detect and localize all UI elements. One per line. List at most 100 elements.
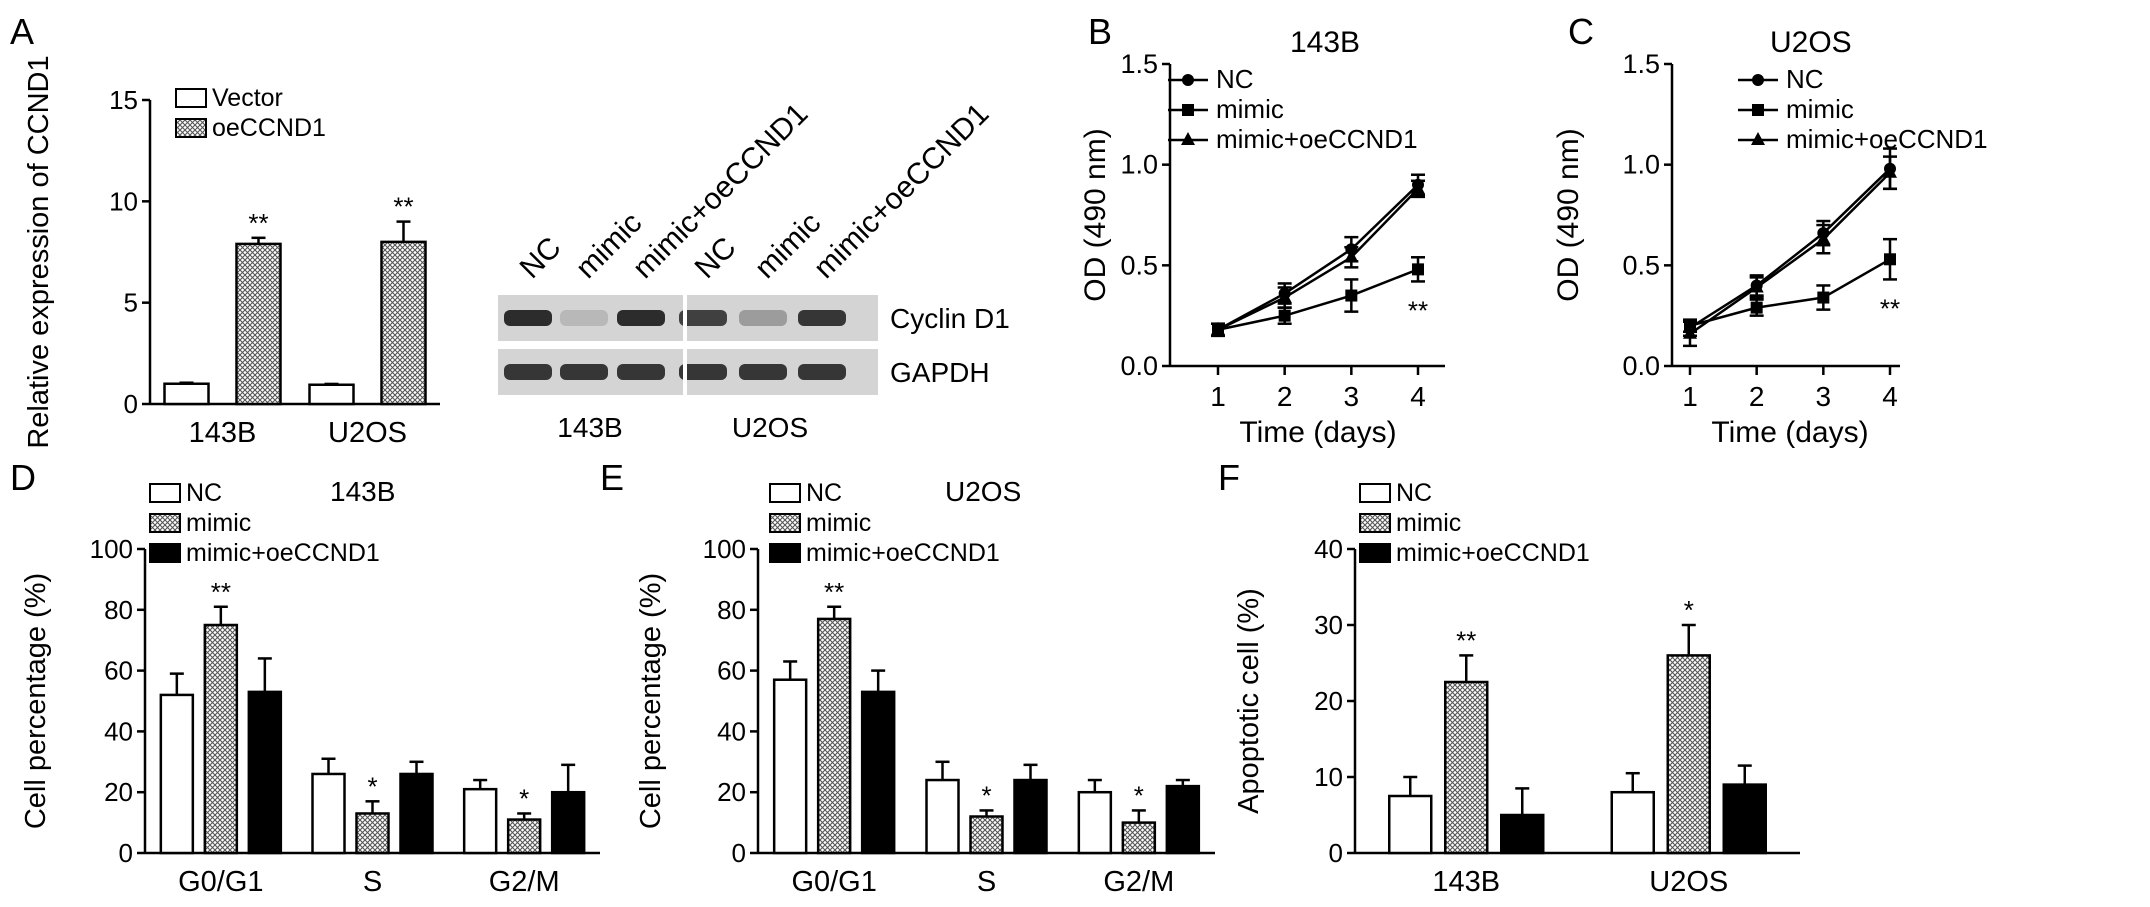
y-tick-label: 20: [104, 777, 133, 807]
legend-swatch: [1359, 483, 1391, 503]
point-marker-triangle: [1411, 180, 1425, 194]
y-tick-label: 0.5: [1120, 250, 1158, 280]
bar-mimic-G2/M: [506, 818, 542, 855]
y-tick-label: 40: [1314, 534, 1343, 564]
point-marker-circle: [1752, 74, 1764, 86]
legend-label: mimic: [186, 509, 251, 537]
legend-swatch: [1359, 543, 1391, 563]
point-marker-square: [1817, 291, 1830, 304]
significance-mark: *: [1134, 780, 1144, 810]
y-tick-label: 1.0: [1120, 150, 1158, 180]
legend-swatch: [769, 483, 801, 503]
point-marker-triangle: [1683, 325, 1697, 339]
legend-label: oeCCND1: [212, 114, 326, 142]
bar-Vector-U2OS: [308, 383, 355, 406]
bar-mimic-143B: [1444, 680, 1489, 855]
significance-mark: **: [1408, 295, 1428, 325]
y-axis-label: Relative expression of CCND1: [23, 55, 55, 448]
legend-swatch: [149, 513, 181, 533]
y-tick-label: 0: [1329, 838, 1343, 868]
x-category-label: U2OS: [1649, 866, 1728, 898]
x-category-label: G0/G1: [178, 866, 263, 898]
series-line-NC: [1217, 183, 1419, 331]
group-label: U2OS: [732, 412, 808, 443]
bar-NC-G0/G1: [772, 678, 808, 855]
bar-NC-S: [311, 772, 346, 855]
y-tick-label: 20: [1314, 686, 1343, 716]
significance-mark: **: [1880, 293, 1900, 323]
point-marker-square: [1345, 289, 1358, 302]
point-marker-triangle: [1883, 164, 1897, 178]
bar-mimic+oeCCND1-G2/M: [550, 790, 586, 855]
y-tick-label: 0.5: [1622, 250, 1660, 280]
legend-label: mimic+oeCCND1: [1396, 539, 1590, 567]
y-tick-label: 10: [1314, 762, 1343, 792]
legend-label: NC: [1396, 479, 1432, 507]
point-marker-square: [1884, 253, 1896, 266]
y-axis-label: Cell percentage (%): [20, 573, 52, 829]
significance-mark: **: [393, 192, 413, 222]
bar-NC-G2/M: [462, 787, 498, 855]
legend-label: NC: [186, 479, 222, 507]
bar-NC-S: [925, 778, 960, 855]
y-tick-label: 0.0: [1120, 351, 1158, 381]
bar-mimic+oeCCND1-143B: [1500, 813, 1545, 855]
lane-label: NC: [689, 231, 743, 285]
blot-row-label: GAPDH: [890, 357, 990, 388]
legend-label: NC: [806, 479, 842, 507]
legend-swatch: [175, 118, 207, 138]
panel-E: 0 20 40 60 80 100 ** G0/G1 * S * G2/M Cell percentag…: [635, 476, 1215, 898]
blot-band: [617, 364, 665, 380]
y-tick-label: 0: [119, 838, 133, 868]
y-tick-label: 100: [90, 534, 133, 564]
y-tick-label: 1.5: [1622, 49, 1660, 79]
lane-label: mimic+oeCCND1: [808, 97, 996, 285]
legend-label: NC: [1216, 64, 1254, 94]
panel-B: 0.0 0.5 1.0 1.5 1 2 3 4 ** Time (days) OD (490 nm)…: [1079, 26, 1445, 449]
x-category-label: G0/G1: [791, 866, 876, 898]
bar-oeCCND1-U2OS: [380, 240, 427, 406]
y-tick-label: 30: [1314, 610, 1343, 640]
bar-mimic+oeCCND1-U2OS: [1722, 783, 1767, 855]
group-label: 143B: [557, 412, 622, 443]
bar-mimic+oeCCND1-S: [1013, 778, 1048, 855]
x-tick-label: 2: [1749, 381, 1765, 412]
x-tick-label: 3: [1344, 381, 1360, 412]
bar-mimic-U2OS: [1666, 654, 1711, 855]
panel-D: 0 20 40 60 80 100 ** G0/G1 * S * G2/M Cell percentag…: [20, 476, 600, 898]
bar-mimic+oeCCND1-S: [399, 772, 434, 855]
series-line-NC: [1689, 167, 1891, 329]
legend-label: mimic: [806, 509, 871, 537]
point-marker-triangle: [1181, 132, 1195, 145]
lane-label: mimic: [749, 206, 828, 285]
significance-mark: *: [981, 780, 991, 810]
panel-letter-D: D: [10, 457, 36, 498]
y-tick-label: 80: [104, 595, 133, 625]
point-marker-circle: [1182, 74, 1194, 86]
panel-title: U2OS: [1770, 26, 1852, 59]
panel-A: 0 5 10 15 ** 143B ** U2OS Relative expression of…: [23, 55, 440, 449]
series-line-mimic+oeCCND1: [1689, 171, 1891, 335]
series-line-mimic: [1217, 268, 1419, 331]
legend-swatch: [1359, 513, 1391, 533]
significance-mark: *: [519, 783, 529, 813]
significance-mark: *: [1684, 595, 1694, 625]
bar-mimic+oeCCND1-G0/G1: [247, 690, 283, 855]
blot-band: [504, 310, 552, 326]
blot-row-label: Cyclin D1: [890, 303, 1010, 334]
point-marker-square: [1750, 301, 1763, 314]
blot-band: [798, 310, 846, 326]
point-marker-triangle: [1211, 321, 1225, 335]
panel-title: U2OS: [945, 476, 1021, 507]
panel-letter-A: A: [10, 11, 34, 52]
panel-letter-E: E: [600, 457, 624, 498]
blot-band: [798, 364, 846, 380]
y-tick-label: 80: [717, 595, 746, 625]
point-marker-square: [1182, 104, 1194, 116]
x-category-label: G2/M: [1103, 866, 1174, 898]
legend-label: NC: [1786, 64, 1824, 94]
x-tick-label: 3: [1816, 381, 1832, 412]
significance-mark: *: [367, 771, 377, 801]
